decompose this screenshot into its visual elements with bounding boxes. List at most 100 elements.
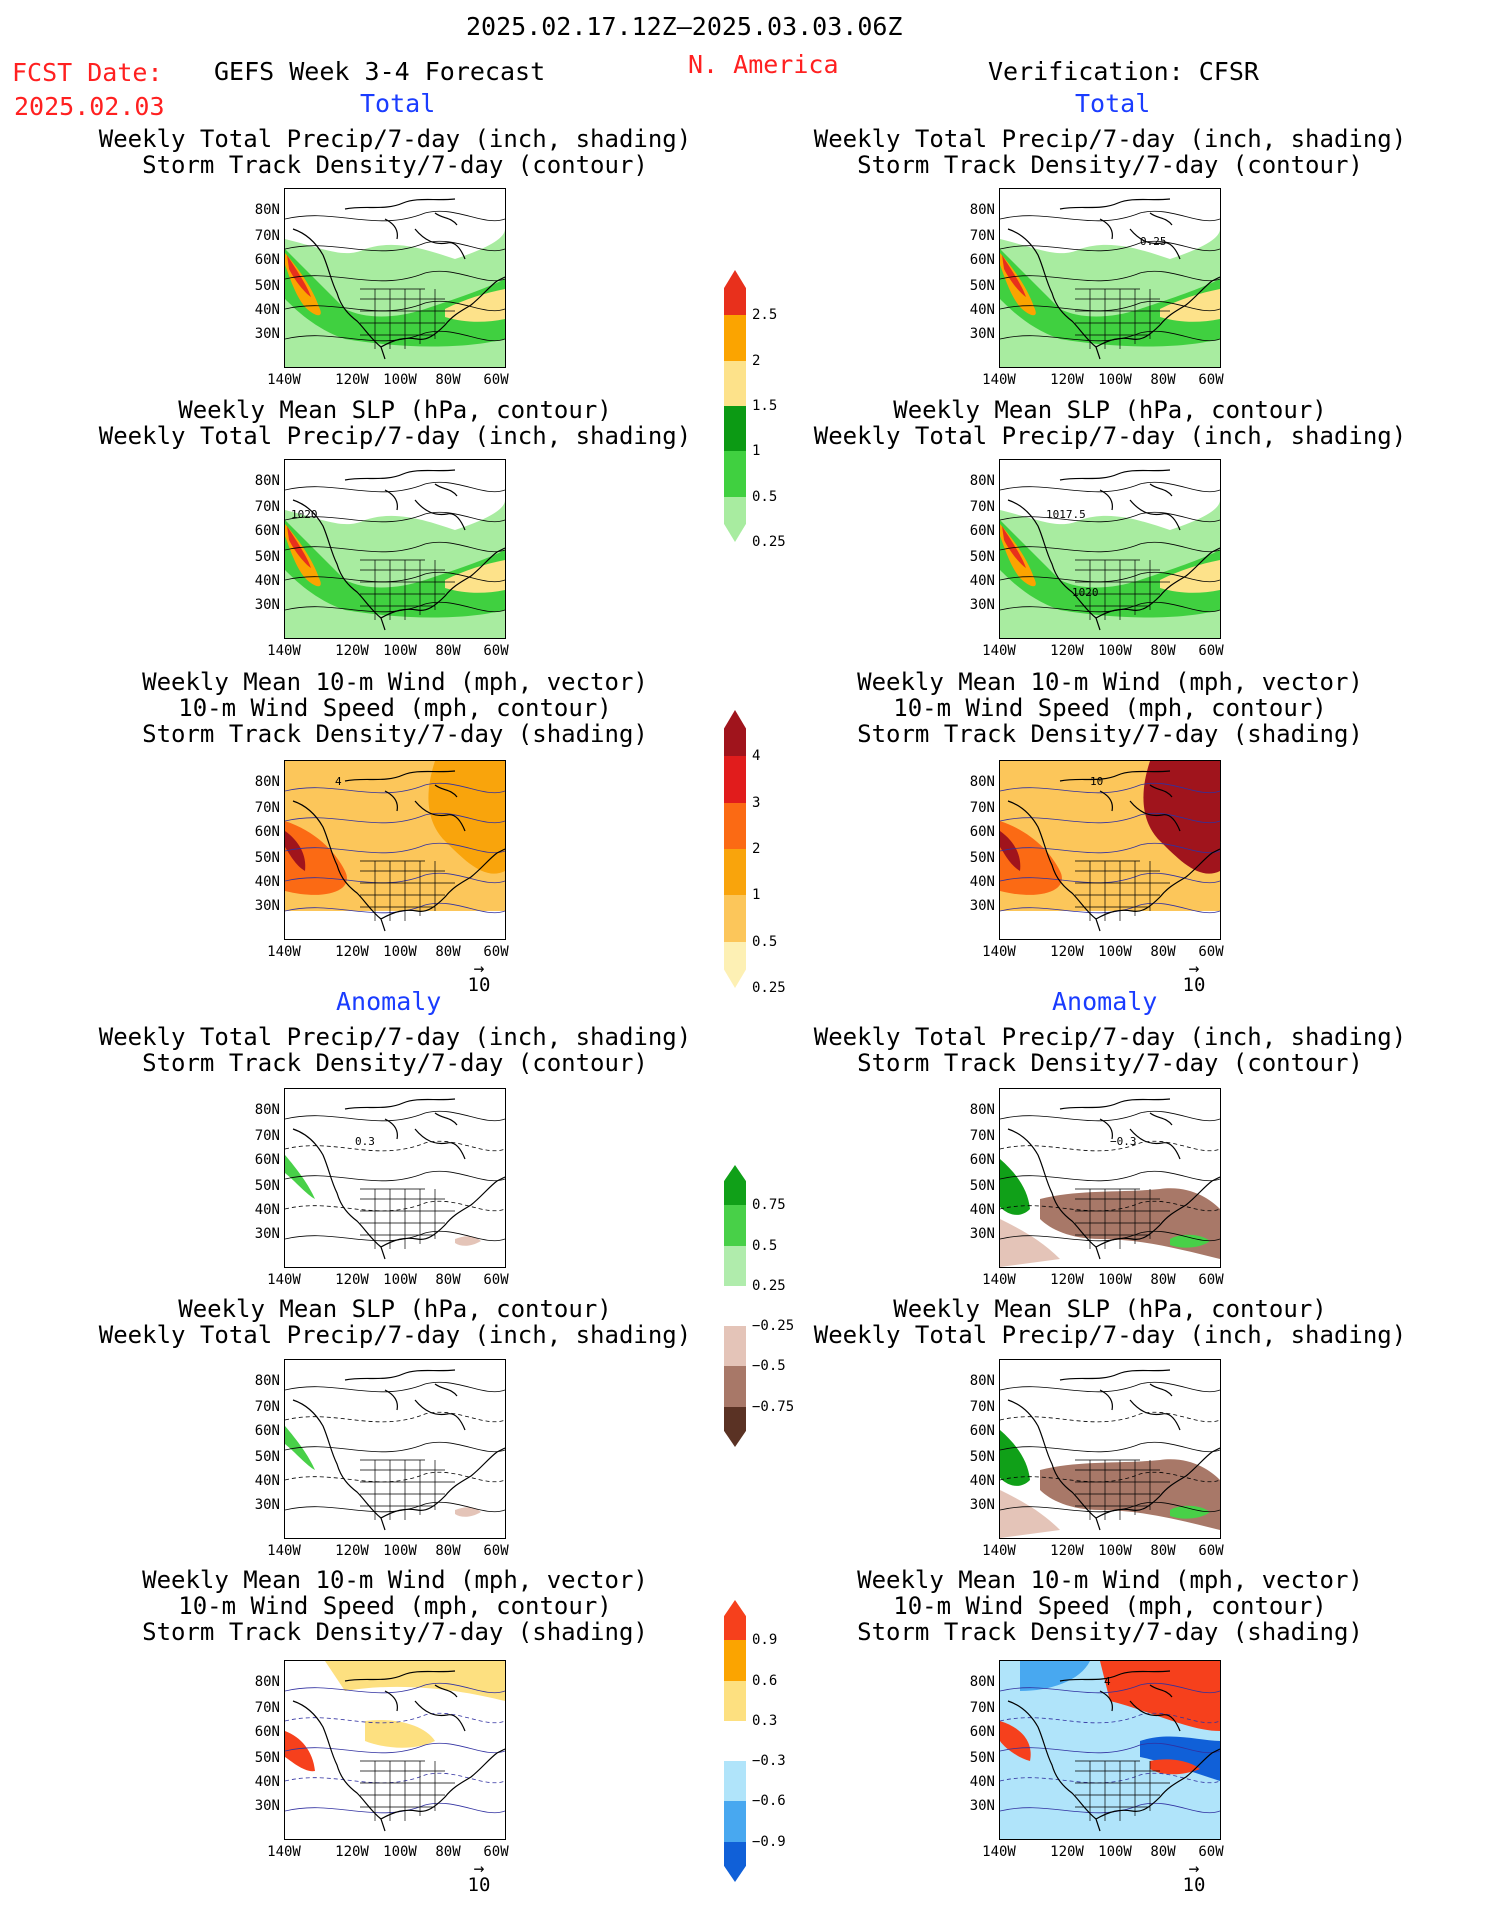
lat-tick-label: 70N <box>969 499 995 515</box>
lon-tick-label: 120W <box>1050 372 1084 388</box>
lon-tick-label: 100W <box>1098 643 1132 659</box>
lat-tick-label: 50N <box>254 549 280 565</box>
coastline <box>292 1098 505 1260</box>
contour-line <box>1000 782 1220 794</box>
lon-tick-label: 140W <box>267 1272 301 1288</box>
shading-region <box>1160 560 1220 593</box>
map-canvas <box>285 198 505 367</box>
fcst-date: 2025.02.03 <box>14 92 165 121</box>
anomaly-label-right: Anomaly <box>1052 987 1158 1016</box>
contour-line <box>285 1200 505 1212</box>
shading-region <box>1150 1759 1200 1775</box>
period-title: 2025.02.17.12Z–2025.03.03.06Z <box>466 12 903 41</box>
lon-tick-label: 100W <box>383 1543 417 1559</box>
contour-line <box>285 240 505 252</box>
map-panel-L4: 0.3 <box>284 1088 506 1268</box>
map-panel-R3: 10 <box>999 760 1221 940</box>
lon-tick-label: 100W <box>383 1272 417 1288</box>
title-L6: Weekly Mean 10-m Wind (mph, vector) 10-m… <box>142 1566 648 1646</box>
map-canvas: 10 <box>1000 761 1220 939</box>
vector-reference: → 10 <box>1169 960 1219 997</box>
colorbar-swatch <box>724 941 746 988</box>
contour-line <box>1000 1712 1220 1724</box>
colorbar-precip-total <box>724 270 746 542</box>
map-canvas: 1020 <box>285 469 505 638</box>
lon-tick-label: 60W <box>483 1844 509 1860</box>
lon-tick-label: 140W <box>982 372 1016 388</box>
coastline <box>292 469 505 631</box>
colorbar-swatch <box>724 1801 746 1842</box>
colorbar-label: −0.6 <box>752 1793 786 1810</box>
shading-region <box>1002 255 1026 297</box>
map-canvas: 4 <box>1000 1661 1220 1839</box>
map-panel-L1 <box>284 188 506 368</box>
lon-tick-label: 140W <box>267 1543 301 1559</box>
colorbar-label: 0.9 <box>752 1632 778 1649</box>
lat-tick-label: 70N <box>254 800 280 816</box>
contour-line <box>1000 1682 1220 1694</box>
coastline <box>1007 198 1220 360</box>
contour-line <box>285 210 505 222</box>
model-title: GEFS Week 3-4 Forecast <box>214 57 546 86</box>
colorbar-swatch <box>724 360 746 406</box>
coastline <box>1007 1369 1220 1531</box>
lat-tick-label: 80N <box>969 473 995 489</box>
lat-tick-label: 60N <box>969 523 995 539</box>
colorbar-label: 0.25 <box>752 1277 786 1294</box>
lat-tick-label: 40N <box>254 302 280 318</box>
lat-tick-label: 30N <box>254 597 280 613</box>
fcst-label: FCST Date: <box>12 58 163 87</box>
title-L3: Weekly Mean 10-m Wind (mph, vector) 10-m… <box>142 668 648 748</box>
lat-tick-label: 60N <box>969 1423 995 1439</box>
shading-region <box>1000 249 1220 347</box>
lat-tick-label: 40N <box>969 1202 995 1218</box>
contour-line <box>1000 300 1220 312</box>
shading-region <box>1000 911 1220 939</box>
lat-tick-label: 40N <box>969 874 995 890</box>
contour-label: 1020 <box>291 508 318 521</box>
lon-tick-label: 60W <box>1198 643 1224 659</box>
lon-tick-label: 80W <box>435 1272 461 1288</box>
shading-region <box>1000 1490 1060 1538</box>
lon-tick-label: 60W <box>483 643 509 659</box>
vector-reference-value: 10 <box>1182 1874 1206 1896</box>
lat-tick-label: 60N <box>254 824 280 840</box>
colorbar-label: 2.5 <box>752 307 778 324</box>
shading-region <box>445 289 505 322</box>
lat-tick-label: 70N <box>254 1399 280 1415</box>
shading-region <box>1100 1661 1220 1731</box>
shading-region <box>445 560 505 593</box>
vector-reference: → 10 <box>454 960 504 997</box>
lat-tick-label: 60N <box>254 523 280 539</box>
colorbar-label: −0.5 <box>752 1358 786 1375</box>
lat-tick-label: 80N <box>254 774 280 790</box>
map-canvas: 0.3 <box>285 1098 505 1260</box>
contour-line <box>1000 541 1220 553</box>
shading-region <box>1020 1661 1090 1691</box>
contour-line <box>285 511 505 523</box>
shading-region <box>285 831 306 871</box>
coastline <box>292 770 505 932</box>
lon-tick-label: 140W <box>982 1543 1016 1559</box>
contour-line <box>1000 240 1220 252</box>
lat-tick-label: 40N <box>254 1774 280 1790</box>
shading-region <box>1170 1505 1210 1519</box>
map-canvas: −0.3 <box>1000 1098 1220 1267</box>
state-borders <box>1075 860 1170 921</box>
state-borders <box>360 288 455 349</box>
title-L1: Weekly Total Precip/7-day (inch, shading… <box>98 125 692 179</box>
coastline <box>1007 469 1220 631</box>
lat-tick-label: 30N <box>254 1798 280 1814</box>
contour-line <box>1000 842 1220 854</box>
lon-tick-label: 120W <box>335 643 369 659</box>
lon-tick-label: 100W <box>383 643 417 659</box>
title-L4: Weekly Total Precip/7-day (inch, shading… <box>98 1023 692 1077</box>
colorbar-label: 0.5 <box>752 488 778 505</box>
colorbar-swatch <box>724 315 746 361</box>
lat-tick-label: 30N <box>254 898 280 914</box>
lon-tick-label: 80W <box>1150 1543 1176 1559</box>
lon-tick-label: 80W <box>435 944 461 960</box>
map-panel-L3: 4 <box>284 760 506 940</box>
lon-tick-label: 60W <box>483 1543 509 1559</box>
lat-tick-label: 30N <box>254 326 280 342</box>
